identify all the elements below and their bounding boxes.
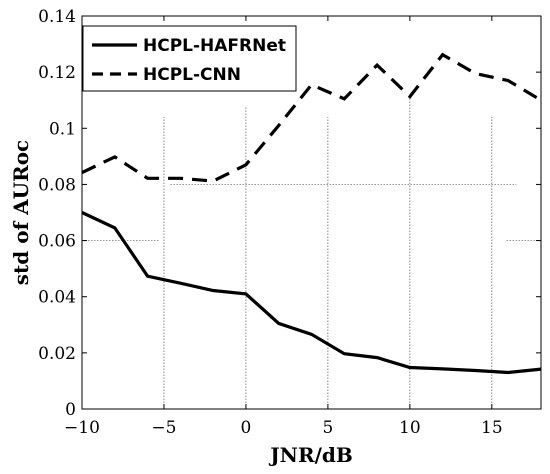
series-hcpl-cnn (81, 52, 542, 183)
y-tick-label: 0.02 (38, 344, 76, 364)
x-tick-label: 10 (399, 418, 421, 438)
y-tick-label: 0.08 (38, 175, 76, 195)
series-hcpl-hafrnet (81, 211, 542, 375)
y-tick-label: 0.14 (38, 7, 76, 27)
ticks: −10 −5 0 5 10 15 0 0.02 0.04 0.06 0.08 0.1 0.12 0.14 (38, 7, 541, 438)
x-tick-label: 5 (322, 418, 333, 438)
series-line (81, 52, 542, 183)
grid (82, 94, 541, 409)
y-tick-label: 0.1 (49, 119, 76, 139)
x-axis-label: JNR/dB (268, 443, 353, 467)
x-tick-label: −10 (64, 418, 100, 438)
legend-label: HCPL-CNN (143, 65, 241, 85)
y-tick-label: 0.12 (38, 63, 76, 83)
y-axis-label: std of AURoc (9, 140, 33, 285)
x-tick-label: 15 (481, 418, 503, 438)
x-tick-label: −5 (151, 418, 176, 438)
y-tick-label: 0.06 (38, 232, 76, 252)
legend: HCPL-HAFRNet HCPL-CNN (82, 25, 297, 92)
y-tick-label: 0.04 (38, 288, 76, 308)
legend-box (82, 25, 297, 92)
y-tick-label: 0 (65, 400, 76, 420)
legend-label: HCPL-HAFRNet (143, 36, 286, 56)
x-tick-label: 0 (241, 418, 252, 438)
series-line (81, 211, 542, 375)
